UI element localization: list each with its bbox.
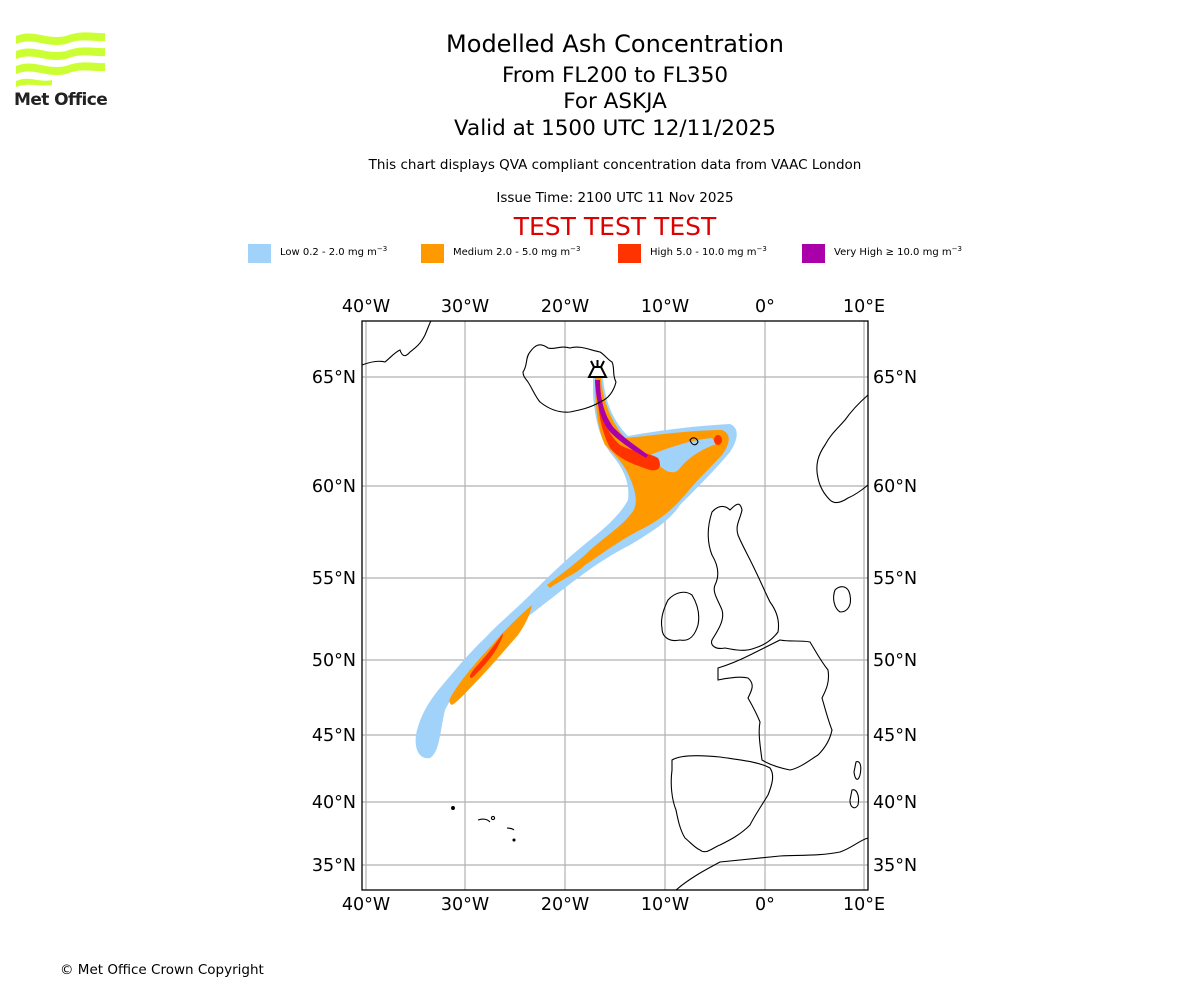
volcano-icon xyxy=(587,360,608,378)
lat-label-left: 55°N xyxy=(312,569,356,589)
legend-swatch-low xyxy=(248,244,271,263)
lat-label-right: 55°N xyxy=(873,569,917,589)
map-frame xyxy=(361,320,869,891)
lon-label-bottom: 10°W xyxy=(641,895,689,915)
legend-label-very-high: Very High ≥ 10.0 mg m−3 xyxy=(834,245,962,259)
lon-label-bottom: 0° xyxy=(755,895,775,915)
lat-label-right: 35°N xyxy=(873,856,917,876)
right-lat-labels: 65°N 60°N 55°N 50°N 45°N 40°N 35°N xyxy=(873,368,917,876)
legend-label-low: Low 0.2 - 2.0 mg m−3 xyxy=(280,245,388,259)
lat-label-left: 50°N xyxy=(312,651,356,671)
flight-levels: From FL200 to FL350 xyxy=(501,63,729,88)
lat-label-left: 65°N xyxy=(312,368,356,388)
lat-label-right: 40°N xyxy=(873,793,917,813)
legend-swatch-high xyxy=(618,244,641,263)
lon-label-top: 40°W xyxy=(342,297,390,317)
test-banner: TEST TEST TEST xyxy=(513,212,717,241)
chart-description: This chart displays QVA compliant concen… xyxy=(368,157,862,173)
legend-label-medium: Medium 2.0 - 5.0 mg m−3 xyxy=(453,245,581,259)
top-lon-labels: 40°W 30°W 20°W 10°W 0° 10°E xyxy=(342,297,885,317)
met-office-logo: Met Office xyxy=(14,30,109,112)
lat-label-right: 45°N xyxy=(873,726,917,746)
lat-label-right: 50°N xyxy=(873,651,917,671)
valid-time: Valid at 1500 UTC 12/11/2025 xyxy=(453,116,776,141)
ash-high-region xyxy=(469,395,722,678)
lon-label-top: 10°E xyxy=(843,297,885,317)
lat-label-left: 45°N xyxy=(312,726,356,746)
ash-very-high-region xyxy=(595,380,648,458)
lon-label-bottom: 20°W xyxy=(541,895,589,915)
copyright-footer: © Met Office Crown Copyright xyxy=(60,962,264,978)
gridlines xyxy=(362,321,868,890)
lat-label-right: 65°N xyxy=(873,368,917,388)
lon-label-bottom: 10°E xyxy=(843,895,885,915)
chart-title: Modelled Ash Concentration xyxy=(446,30,784,58)
coastlines xyxy=(361,320,869,891)
legend-swatch-very-high xyxy=(802,244,825,263)
met-office-waves-icon xyxy=(16,32,105,87)
lon-label-top: 10°W xyxy=(641,297,689,317)
lat-label-right: 60°N xyxy=(873,477,917,497)
left-lat-labels: 65°N 60°N 55°N 50°N 45°N 40°N 35°N xyxy=(312,368,356,876)
volcano-name: For ASKJA xyxy=(563,89,667,114)
legend-swatch-medium xyxy=(421,244,444,263)
logo-text: Met Office xyxy=(14,90,108,110)
issue-time: Issue Time: 2100 UTC 11 Nov 2025 xyxy=(496,190,734,206)
lat-label-left: 35°N xyxy=(312,856,356,876)
lat-label-left: 60°N xyxy=(312,477,356,497)
bottom-lon-labels: 40°W 30°W 20°W 10°W 0° 10°E xyxy=(342,895,885,915)
lon-label-top: 30°W xyxy=(441,297,489,317)
legend-label-high: High 5.0 - 10.0 mg m−3 xyxy=(650,245,767,259)
lon-label-bottom: 30°W xyxy=(441,895,489,915)
lon-label-bottom: 40°W xyxy=(342,895,390,915)
lon-label-top: 20°W xyxy=(541,297,589,317)
lat-label-left: 40°N xyxy=(312,793,356,813)
lon-label-top: 0° xyxy=(755,297,775,317)
